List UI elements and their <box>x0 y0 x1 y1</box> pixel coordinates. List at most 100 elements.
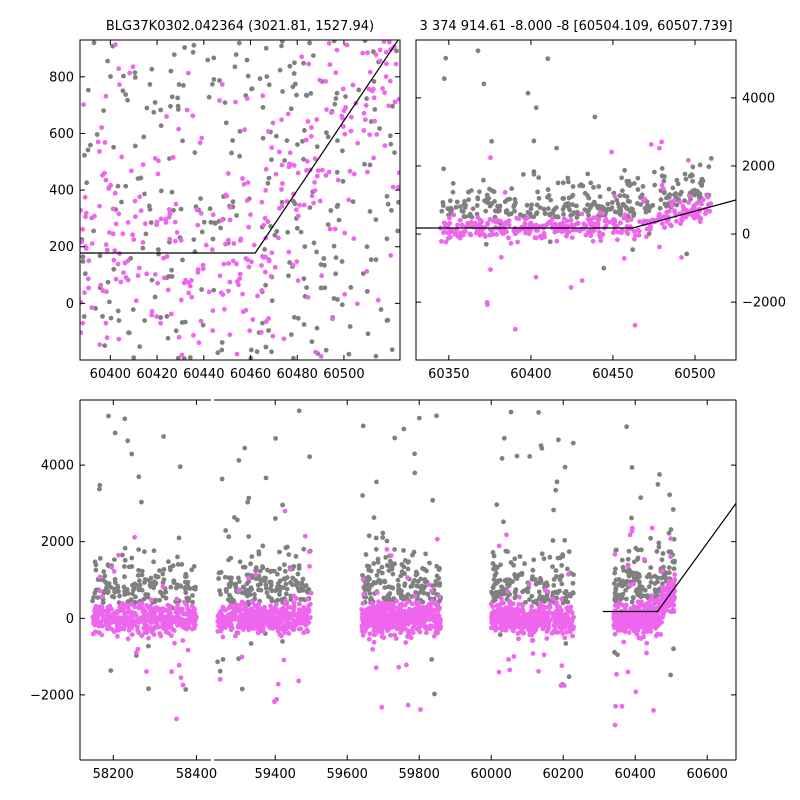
data-point <box>535 189 540 195</box>
data-point <box>129 451 135 457</box>
data-point <box>101 569 107 575</box>
data-point <box>162 275 167 281</box>
data-point <box>394 598 399 604</box>
data-point <box>296 607 302 613</box>
data-point <box>659 568 665 574</box>
data-point <box>641 630 646 635</box>
data-point <box>260 622 266 628</box>
data-point <box>152 611 158 616</box>
data-point <box>380 611 386 617</box>
data-point <box>431 610 436 616</box>
data-point <box>182 611 188 616</box>
data-point <box>140 162 146 168</box>
data-point <box>631 181 637 186</box>
top-left-axes-frame <box>79 39 401 361</box>
data-point <box>215 350 221 356</box>
data-point <box>562 537 568 543</box>
data-point <box>297 601 302 607</box>
data-point <box>143 231 149 237</box>
data-point <box>97 482 103 488</box>
data-point <box>180 138 186 144</box>
data-point <box>396 664 402 670</box>
data-point <box>394 626 400 632</box>
data-point <box>431 633 437 639</box>
data-point <box>619 703 625 709</box>
data-point <box>503 578 508 584</box>
data-point <box>590 238 596 244</box>
data-point <box>144 271 150 277</box>
data-point <box>140 245 146 251</box>
data-point <box>280 639 285 644</box>
data-point <box>232 515 237 520</box>
data-point <box>108 315 114 321</box>
data-point <box>468 232 474 238</box>
data-point <box>118 279 124 285</box>
data-point <box>168 103 173 109</box>
data-point <box>257 616 263 622</box>
data-point <box>563 641 569 646</box>
data-point <box>366 574 371 580</box>
data-point <box>206 289 212 295</box>
data-point <box>133 298 139 304</box>
data-point <box>86 258 92 264</box>
bottom-x-ticks: 58200 58400 59400 59600 59800 60000 60200 60400… <box>93 400 728 782</box>
data-point <box>618 212 623 218</box>
data-point <box>93 562 99 568</box>
data-point <box>80 207 83 213</box>
data-point <box>166 207 172 212</box>
data-point <box>644 218 650 224</box>
data-point <box>132 534 138 540</box>
x-tick-label: 60480 <box>277 367 318 382</box>
data-point <box>138 615 144 621</box>
data-point <box>210 247 215 253</box>
data-point <box>169 669 175 675</box>
data-point <box>625 218 630 223</box>
data-point <box>677 192 683 197</box>
data-point <box>85 276 91 282</box>
data-point <box>659 166 665 171</box>
data-point <box>649 525 655 531</box>
data-point <box>221 261 227 267</box>
data-point <box>384 18 389 23</box>
data-point <box>668 527 674 532</box>
data-point <box>323 347 329 353</box>
data-point <box>83 210 89 216</box>
data-point <box>498 254 504 260</box>
data-point <box>483 241 489 247</box>
data-point <box>190 593 195 598</box>
data-point <box>132 70 138 75</box>
data-point <box>116 589 121 594</box>
data-point <box>280 585 286 591</box>
data-point <box>620 579 626 585</box>
data-point <box>619 583 625 589</box>
data-point <box>690 173 695 178</box>
data-point <box>363 117 368 123</box>
data-point <box>105 562 111 568</box>
data-point <box>223 587 229 592</box>
data-point <box>434 601 440 607</box>
data-point <box>137 344 143 349</box>
data-point <box>198 196 204 202</box>
data-point <box>484 199 489 205</box>
data-point <box>97 149 102 154</box>
data-point <box>293 596 299 601</box>
data-point <box>363 582 368 588</box>
data-point <box>493 613 499 619</box>
data-point <box>169 94 175 100</box>
data-point <box>322 262 327 268</box>
data-point <box>111 569 117 574</box>
data-point <box>228 555 234 561</box>
bottom-left-points <box>90 413 199 722</box>
data-point <box>172 219 178 225</box>
data-point <box>551 623 557 628</box>
data-point <box>541 556 547 562</box>
data-point <box>306 549 312 555</box>
data-point <box>82 290 87 296</box>
data-point <box>149 309 155 314</box>
data-point <box>647 626 652 632</box>
data-point <box>271 623 277 629</box>
data-point <box>279 187 284 192</box>
data-point <box>120 231 126 237</box>
data-point <box>442 229 447 234</box>
data-point <box>244 96 250 101</box>
